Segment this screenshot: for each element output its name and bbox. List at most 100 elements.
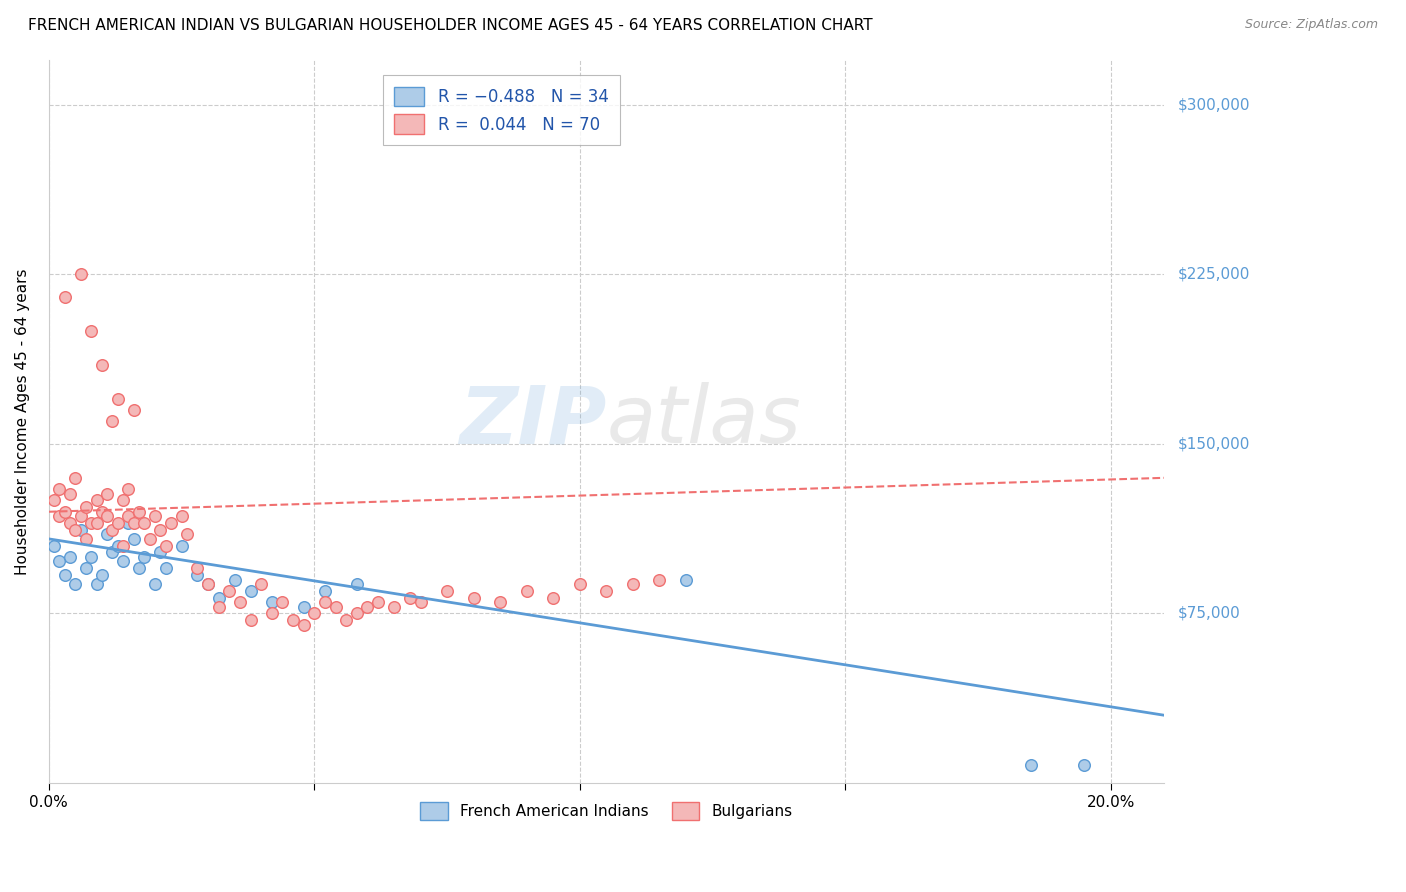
Text: Source: ZipAtlas.com: Source: ZipAtlas.com xyxy=(1244,18,1378,31)
Point xyxy=(186,561,208,575)
Point xyxy=(176,527,198,541)
Point xyxy=(53,568,76,582)
Text: $300,000: $300,000 xyxy=(1178,97,1250,112)
Point xyxy=(335,613,357,627)
Point xyxy=(80,324,103,338)
Point xyxy=(568,577,591,591)
Point xyxy=(314,583,336,598)
Point xyxy=(128,561,150,575)
Point xyxy=(186,568,208,582)
Point xyxy=(149,523,172,537)
Point xyxy=(170,509,193,524)
Point xyxy=(48,554,70,568)
Point xyxy=(260,607,283,621)
Point xyxy=(648,573,671,587)
Point xyxy=(292,617,315,632)
Point xyxy=(128,505,150,519)
Point xyxy=(143,509,166,524)
Point xyxy=(621,577,644,591)
Point xyxy=(134,549,156,564)
Point xyxy=(96,486,118,500)
Point xyxy=(436,583,458,598)
Point xyxy=(75,532,97,546)
Point xyxy=(229,595,252,609)
Point xyxy=(170,539,193,553)
Point xyxy=(90,505,112,519)
Point xyxy=(117,516,139,530)
Point xyxy=(239,583,262,598)
Point xyxy=(117,482,139,496)
Point xyxy=(160,516,183,530)
Point xyxy=(122,532,145,546)
Point xyxy=(208,599,231,614)
Point xyxy=(96,509,118,524)
Point xyxy=(42,493,65,508)
Point xyxy=(208,591,231,605)
Point xyxy=(96,527,118,541)
Point xyxy=(122,516,145,530)
Point xyxy=(155,539,177,553)
Point xyxy=(155,561,177,575)
Point xyxy=(197,577,219,591)
Point xyxy=(48,482,70,496)
Point xyxy=(138,532,160,546)
Point xyxy=(281,613,304,627)
Point xyxy=(107,392,129,406)
Point xyxy=(86,493,108,508)
Point xyxy=(107,539,129,553)
Text: $75,000: $75,000 xyxy=(1178,606,1240,621)
Legend: French American Indians, Bulgarians: French American Indians, Bulgarians xyxy=(415,797,799,826)
Point xyxy=(107,516,129,530)
Text: ZIP: ZIP xyxy=(458,383,606,460)
Text: $225,000: $225,000 xyxy=(1178,267,1250,282)
Point xyxy=(304,607,326,621)
Point xyxy=(69,509,91,524)
Point xyxy=(134,516,156,530)
Point xyxy=(356,599,378,614)
Point xyxy=(80,516,103,530)
Point xyxy=(42,539,65,553)
Point xyxy=(595,583,617,598)
Point xyxy=(101,414,124,428)
Point xyxy=(143,577,166,591)
Text: FRENCH AMERICAN INDIAN VS BULGARIAN HOUSEHOLDER INCOME AGES 45 - 64 YEARS CORREL: FRENCH AMERICAN INDIAN VS BULGARIAN HOUS… xyxy=(28,18,873,33)
Point xyxy=(117,509,139,524)
Point xyxy=(325,599,347,614)
Point xyxy=(463,591,485,605)
Point xyxy=(675,573,697,587)
Point xyxy=(75,561,97,575)
Point xyxy=(112,539,135,553)
Point xyxy=(53,290,76,304)
Point xyxy=(224,573,246,587)
Y-axis label: Householder Income Ages 45 - 64 years: Householder Income Ages 45 - 64 years xyxy=(15,268,30,574)
Point xyxy=(69,523,91,537)
Point xyxy=(271,595,294,609)
Point xyxy=(239,613,262,627)
Point xyxy=(65,471,87,485)
Point xyxy=(149,545,172,559)
Point xyxy=(90,568,112,582)
Point xyxy=(260,595,283,609)
Point xyxy=(75,500,97,515)
Point xyxy=(65,577,87,591)
Point xyxy=(489,595,512,609)
Point xyxy=(59,516,82,530)
Point xyxy=(367,595,389,609)
Point xyxy=(112,554,135,568)
Point xyxy=(101,523,124,537)
Point xyxy=(86,577,108,591)
Point xyxy=(86,516,108,530)
Point xyxy=(409,595,432,609)
Point xyxy=(48,509,70,524)
Point xyxy=(1073,758,1095,772)
Point xyxy=(314,595,336,609)
Point xyxy=(346,577,368,591)
Point xyxy=(218,583,240,598)
Point xyxy=(543,591,565,605)
Point xyxy=(69,268,91,282)
Point xyxy=(346,607,368,621)
Point xyxy=(122,403,145,417)
Text: atlas: atlas xyxy=(606,383,801,460)
Point xyxy=(399,591,422,605)
Point xyxy=(65,523,87,537)
